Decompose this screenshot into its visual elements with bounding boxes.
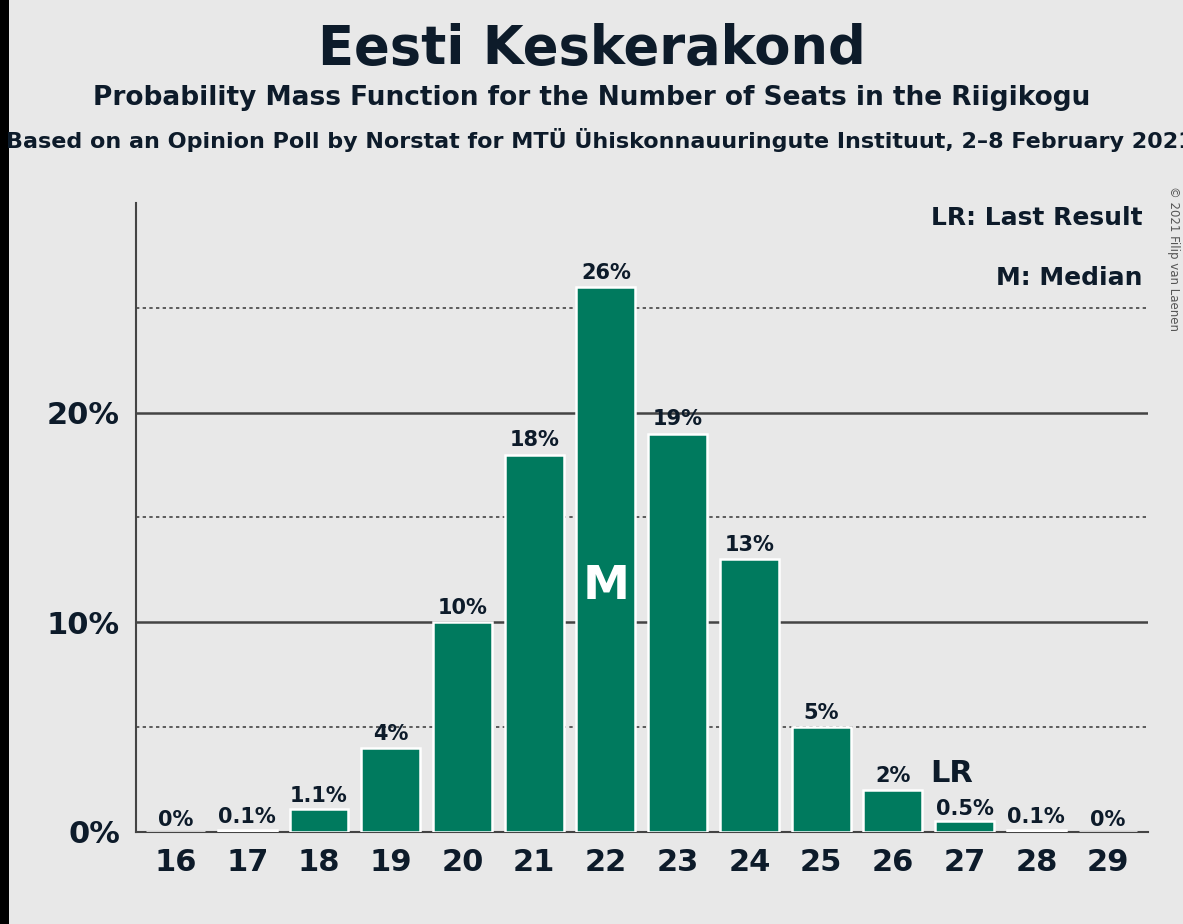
Text: 10%: 10% xyxy=(438,598,487,618)
Text: 0.1%: 0.1% xyxy=(219,808,276,827)
Text: 0.1%: 0.1% xyxy=(1008,808,1065,827)
Bar xyxy=(218,830,277,832)
Bar xyxy=(936,821,994,832)
Bar xyxy=(648,433,707,832)
Text: 26%: 26% xyxy=(581,262,631,283)
Text: M: Median: M: Median xyxy=(996,266,1143,290)
Bar xyxy=(864,790,923,832)
Text: 4%: 4% xyxy=(373,723,408,744)
Text: 19%: 19% xyxy=(653,409,703,430)
Text: 5%: 5% xyxy=(803,702,839,723)
Text: M: M xyxy=(582,564,629,609)
Bar xyxy=(1007,830,1066,832)
Bar xyxy=(505,455,563,832)
Text: © 2021 Filip van Laenen: © 2021 Filip van Laenen xyxy=(1168,187,1179,331)
Text: 1.1%: 1.1% xyxy=(290,786,348,807)
Text: 13%: 13% xyxy=(724,535,775,555)
Text: 18%: 18% xyxy=(509,431,560,450)
Text: Based on an Opinion Poll by Norstat for MTÜ Ühiskonnauuringute Instituut, 2–8 Fe: Based on an Opinion Poll by Norstat for … xyxy=(6,128,1183,152)
Text: 2%: 2% xyxy=(875,765,911,785)
Text: Probability Mass Function for the Number of Seats in the Riigikogu: Probability Mass Function for the Number… xyxy=(92,85,1091,111)
Bar xyxy=(290,808,348,832)
Bar xyxy=(433,622,492,832)
Text: LR: Last Result: LR: Last Result xyxy=(931,206,1143,230)
Text: Eesti Keskerakond: Eesti Keskerakond xyxy=(317,23,866,75)
Bar xyxy=(576,287,635,832)
Text: 0%: 0% xyxy=(1091,809,1126,830)
Bar xyxy=(791,727,851,832)
Bar xyxy=(361,748,420,832)
Text: LR: LR xyxy=(930,759,974,787)
Text: 0.5%: 0.5% xyxy=(936,799,994,819)
Text: 0%: 0% xyxy=(157,809,193,830)
Bar xyxy=(720,559,778,832)
